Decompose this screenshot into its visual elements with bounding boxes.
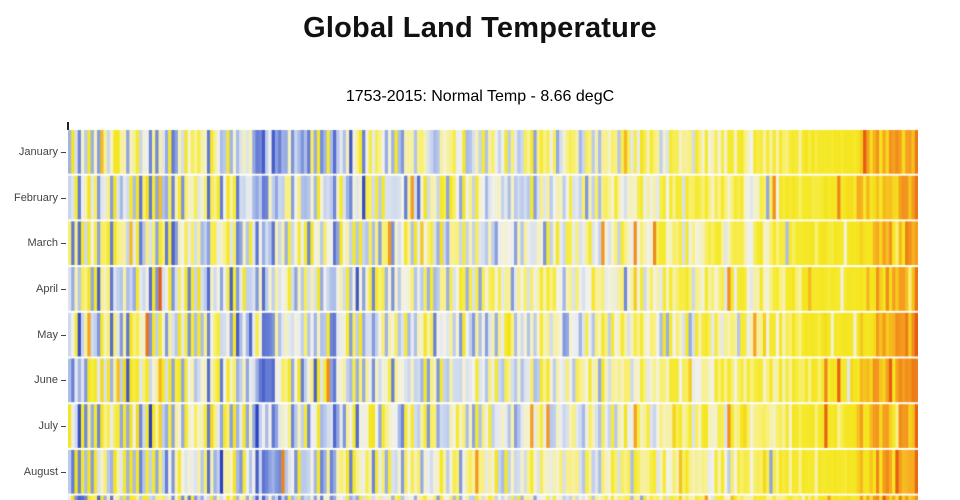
y-axis-label-june: June [34, 374, 58, 387]
y-axis-label-july: July [38, 420, 58, 433]
y-axis-tick [61, 334, 66, 336]
y-axis-tick [61, 380, 66, 382]
y-axis-label-august: August [23, 465, 58, 478]
y-axis-tick [61, 197, 66, 199]
chart-title: Global Land Temperature [303, 12, 657, 44]
y-axis-line-top [67, 122, 69, 130]
heatmap-plot-area[interactable] [68, 129, 918, 500]
y-axis-label-may: May [37, 328, 58, 341]
y-axis-tick [61, 151, 66, 153]
y-axis-label-february: February [13, 191, 58, 204]
y-axis-label-april: April [35, 282, 58, 295]
y-axis-label-march: March [27, 237, 58, 250]
y-axis-tick [61, 243, 66, 245]
y-axis-tick [61, 426, 66, 428]
y-axis-tick [61, 288, 66, 290]
chart-subtitle: 1753-2015: Normal Temp - 8.66 degC [345, 88, 615, 105]
y-axis-tick [61, 471, 66, 473]
y-axis-label-january: January [18, 145, 58, 158]
